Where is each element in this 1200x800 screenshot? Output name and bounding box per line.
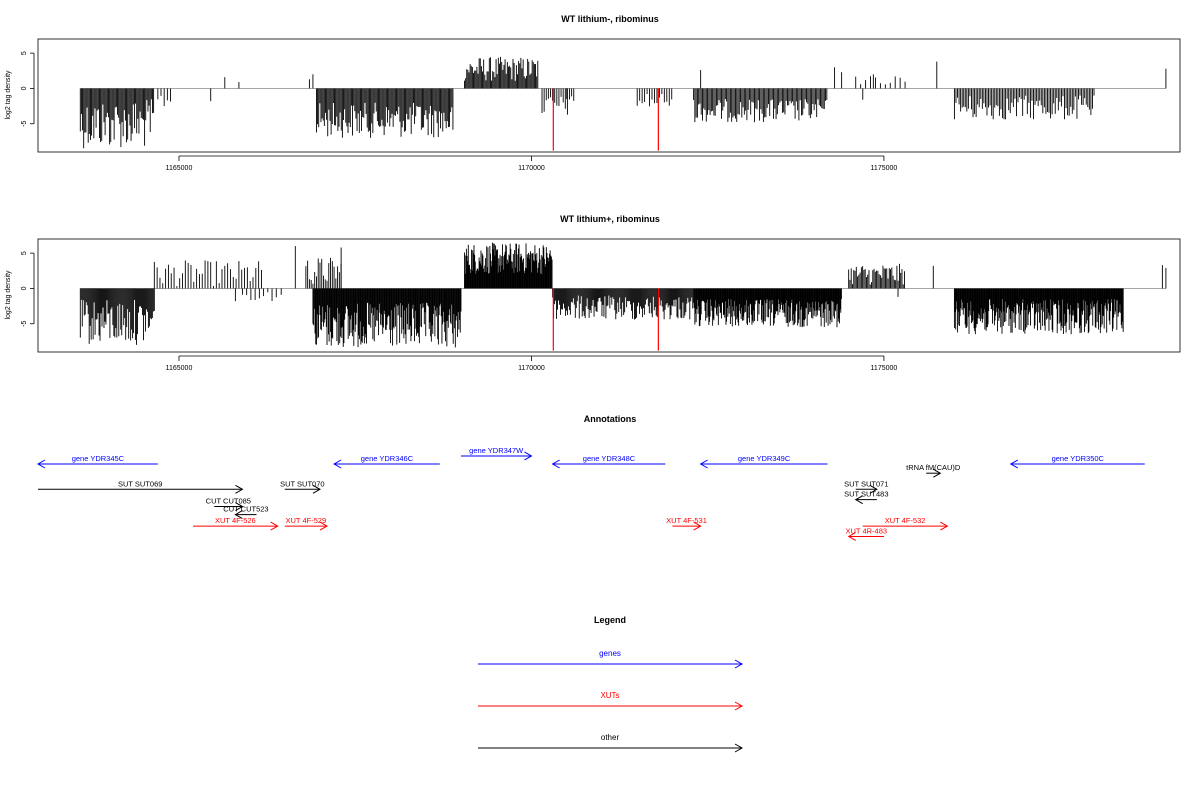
annotation-label: XUT 4F-531 (666, 516, 707, 525)
y-tick-label: 5 (21, 251, 28, 255)
plot-frame (37, 238, 1181, 353)
legend-panel: Legend genes XUTs other (478, 615, 744, 753)
y-tick-label: 0 (21, 286, 28, 290)
annotation-arrow (551, 459, 666, 469)
annotation-arrow (862, 521, 949, 531)
annotation-arrow (855, 484, 878, 494)
annotation-label: XUT 4F-526 (215, 516, 256, 525)
annotation-arrow (672, 521, 702, 531)
legend-arrow (478, 659, 744, 669)
annotation-arrow (699, 459, 828, 469)
annotation-label: XUT 4F-529 (286, 516, 327, 525)
annotations-panel: Annotations gene YDR345C gene YDR346Cgene… (36, 414, 1145, 541)
annotation-label: gene YDR347W (469, 446, 524, 455)
x-tick-label: 1165000 (166, 165, 193, 172)
y-axis-label: log2 tag density (5, 70, 12, 120)
annotation-arrow (847, 532, 884, 541)
annotation-label: SUT SUT483 (844, 490, 888, 499)
x-tick-label: 1170000 (518, 165, 545, 172)
annotation-arrow (36, 459, 158, 469)
panel-title: WT lithium+, ribominus (560, 214, 660, 224)
legend-label: genes (599, 649, 621, 658)
y-axis-label: log2 tag density (5, 270, 12, 320)
legend-title: Legend (594, 615, 626, 625)
annotation-arrow (38, 484, 244, 494)
annotation-label: gene YDR349C (738, 454, 791, 463)
x-tick-label: 1165000 (166, 365, 193, 372)
annotation-arrow (854, 495, 877, 505)
annotation-label: CUT CUT523 (223, 505, 268, 514)
annotation-arrow (193, 521, 279, 531)
legend-items: genes XUTs other (478, 649, 744, 753)
bar-layer (79, 56, 1167, 151)
annotation-label: SUT SUT070 (280, 479, 324, 488)
annotation-label: XUT 4F-532 (885, 516, 926, 525)
annotation-label: CUT CUT085 (206, 497, 251, 506)
annotations-title: Annotations (584, 414, 637, 424)
annotation-items: gene YDR345C gene YDR346C gene YDR347W gene… (36, 446, 1145, 541)
legend-arrow (478, 743, 744, 753)
y-tick-label: -5 (21, 321, 28, 327)
bar-layer (79, 242, 1167, 351)
legend-label: other (601, 733, 620, 742)
annotation-label: SUT SUT069 (118, 479, 162, 488)
annotation-arrow (1009, 459, 1145, 469)
x-tick-label: 1175000 (871, 165, 898, 172)
annotation-arrow (284, 521, 329, 531)
x-tick-label: 1175000 (871, 365, 898, 372)
y-tick-label: 0 (21, 86, 28, 90)
annotation-arrow (926, 468, 942, 478)
legend-arrow (478, 701, 744, 711)
panel-title: WT lithium-, ribominus (561, 14, 659, 24)
annotation-arrow (284, 484, 321, 494)
annotation-label: tRNA fM(CAU)D (906, 463, 961, 472)
annotation-label: gene YDR345C (72, 454, 125, 463)
annotation-arrow (333, 459, 440, 469)
annotation-label: XUT 4R-483 (846, 526, 888, 535)
track-panel-lithium-minus: WT lithium-, ribominus log2 tag density … (5, 14, 1181, 172)
legend-label: XUTs (600, 691, 619, 700)
annotation-label: gene YDR350C (1052, 454, 1105, 463)
axis-layer: 1165000 1170000 1175000 -5 0 5 (21, 251, 897, 372)
annotation-arrow (234, 510, 257, 520)
y-tick-label: 5 (21, 51, 28, 55)
axis-layer: 1165000 1170000 1175000 -5 0 5 (21, 51, 897, 172)
annotation-arrow (214, 502, 244, 511)
x-tick-label: 1170000 (518, 365, 545, 372)
y-tick-label: -5 (21, 121, 28, 127)
track-panel-lithium-plus: WT lithium+, ribominus log2 tag density … (5, 214, 1181, 372)
annotation-arrow (460, 451, 533, 461)
annotation-label: gene YDR348C (583, 454, 636, 463)
annotation-label: gene YDR346C (361, 454, 414, 463)
plot-frame (37, 38, 1181, 153)
annotation-label: SUT SUT071 (844, 479, 888, 488)
